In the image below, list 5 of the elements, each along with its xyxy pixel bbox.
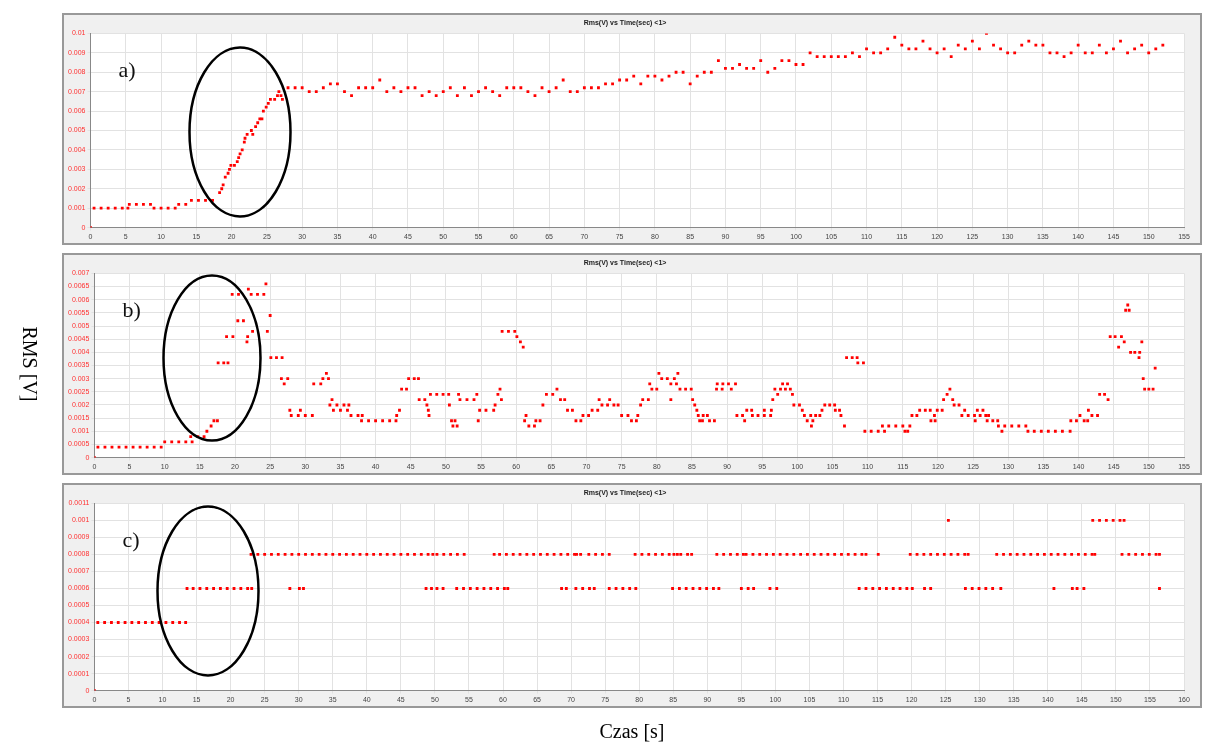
y-axis-title: RMS [V]	[18, 326, 41, 402]
x-axis-title: Czas [s]	[598, 720, 666, 743]
annotation: a)	[118, 57, 136, 83]
annotation: c)	[122, 527, 140, 553]
annotation: b)	[122, 297, 141, 323]
